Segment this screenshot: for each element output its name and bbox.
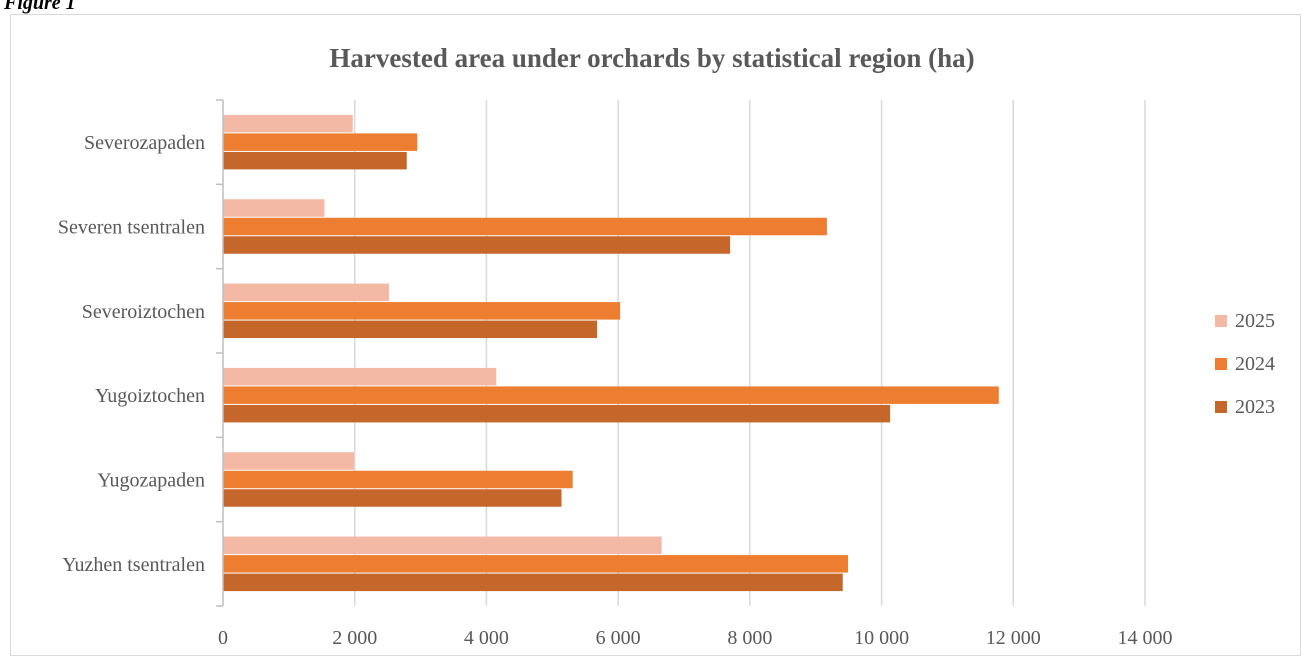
legend-label: 2025 bbox=[1235, 310, 1275, 332]
legend-label: 2023 bbox=[1235, 396, 1275, 418]
x-tick-labels: 0 2 000 4 000 6 000 8 000 10 000 12 000 14 000 bbox=[218, 627, 1173, 649]
x-tick-label: 6 000 bbox=[596, 627, 641, 649]
x-tick-label: 12 000 bbox=[986, 627, 1041, 649]
bar bbox=[223, 367, 497, 386]
category-label: Yugozapaden bbox=[97, 470, 205, 492]
x-tick-label: 8 000 bbox=[727, 627, 772, 649]
axes bbox=[216, 99, 224, 607]
bar bbox=[223, 489, 562, 507]
x-tick-label: 10 000 bbox=[854, 627, 909, 649]
legend-swatch bbox=[1215, 401, 1227, 413]
category-label: Severen tsentralen bbox=[58, 217, 205, 239]
bar bbox=[223, 555, 848, 573]
category-label: Severozapaden bbox=[84, 132, 205, 154]
bar bbox=[223, 236, 731, 254]
chart-title: Harvested area under orchards by statist… bbox=[329, 43, 974, 73]
bar bbox=[223, 470, 573, 489]
x-tick-label: 0 bbox=[218, 627, 228, 649]
bar bbox=[223, 536, 662, 555]
bar bbox=[223, 151, 407, 170]
legend: 2025 2024 2023 bbox=[1215, 310, 1275, 418]
bar bbox=[223, 283, 389, 302]
bar bbox=[223, 320, 598, 339]
bar bbox=[223, 217, 827, 236]
bars bbox=[223, 114, 999, 592]
bar bbox=[223, 386, 999, 404]
category-label: Severoiztochen bbox=[82, 301, 205, 323]
x-tick-label: 2 000 bbox=[332, 627, 377, 649]
bar bbox=[223, 452, 355, 470]
bar bbox=[223, 114, 353, 133]
category-labels: Severozapaden Severen tsentralen Severoizt… bbox=[58, 132, 205, 576]
category-label: Yuzhen tsentralen bbox=[62, 554, 205, 576]
bar bbox=[223, 199, 325, 217]
legend-swatch bbox=[1215, 358, 1227, 370]
bar bbox=[223, 133, 418, 151]
figure-label: Figure 1 bbox=[4, 0, 76, 14]
chart-frame bbox=[10, 14, 1301, 656]
legend-label: 2024 bbox=[1235, 353, 1275, 375]
gridlines bbox=[353, 100, 1146, 606]
bar bbox=[223, 573, 843, 592]
bar bbox=[223, 302, 621, 320]
x-tick-label: 14 000 bbox=[1118, 627, 1173, 649]
category-label: Yugoiztochen bbox=[95, 385, 205, 407]
x-tick-label: 4 000 bbox=[464, 627, 509, 649]
bar bbox=[223, 404, 891, 423]
legend-swatch bbox=[1215, 315, 1227, 327]
